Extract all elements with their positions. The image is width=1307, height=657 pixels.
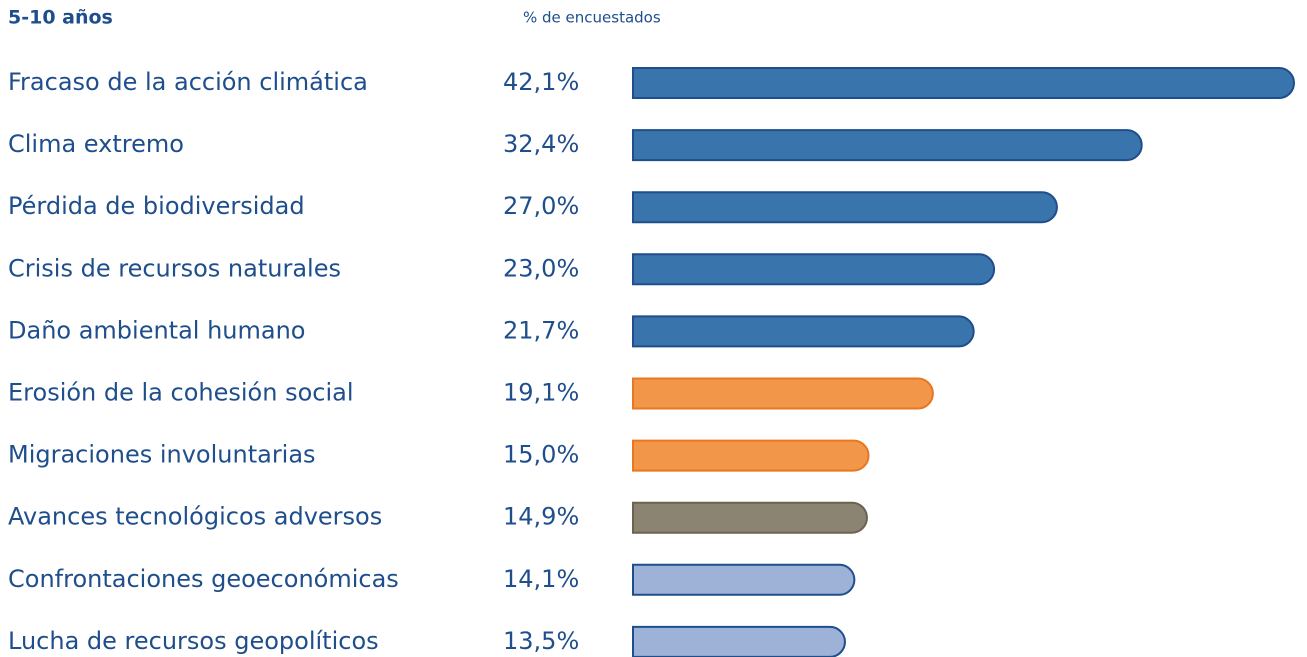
value-label: 21,7% (503, 316, 579, 344)
category-label: Confrontaciones geoeconómicas (8, 565, 399, 593)
category-label: Migraciones involuntarias (8, 441, 316, 469)
category-label: Lucha de recursos geopolíticos (8, 627, 379, 655)
bar (632, 439, 870, 472)
value-label: 19,1% (503, 379, 579, 407)
bar (632, 253, 996, 286)
value-label: 32,4% (503, 130, 579, 158)
category-label: Clima extremo (8, 130, 184, 158)
bar (632, 563, 856, 596)
value-label: 13,5% (503, 627, 579, 655)
bar (632, 315, 975, 348)
value-label: 23,0% (503, 254, 579, 282)
bar (632, 377, 934, 410)
value-label: 14,9% (503, 503, 579, 531)
value-label: 14,1% (503, 565, 579, 593)
bar (632, 501, 868, 534)
value-label: 42,1% (503, 68, 579, 96)
bar (632, 625, 846, 657)
category-label: Fracaso de la acción climática (8, 68, 368, 96)
bar (632, 67, 1295, 99)
chart-subtitle: % de encuestados (523, 9, 661, 27)
category-label: Crisis de recursos naturales (8, 254, 341, 282)
category-label: Daño ambiental humano (8, 316, 306, 344)
value-label: 27,0% (503, 192, 579, 220)
category-label: Erosión de la cohesión social (8, 379, 354, 407)
category-label: Avances tecnológicos adversos (8, 503, 382, 531)
chart-title: 5-10 años (8, 7, 113, 29)
bar (632, 191, 1058, 224)
value-label: 15,0% (503, 441, 579, 469)
category-label: Pérdida de biodiversidad (8, 192, 305, 220)
bar (632, 129, 1143, 162)
